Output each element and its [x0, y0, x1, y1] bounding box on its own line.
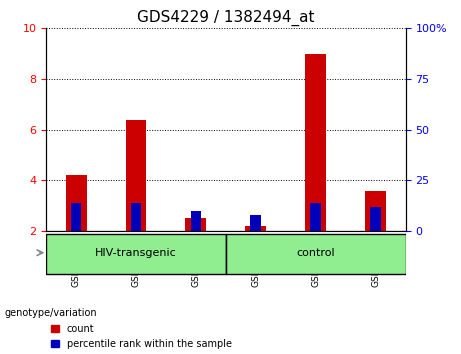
Bar: [130, 203, 142, 231]
Bar: [190, 211, 201, 231]
Text: GSM677390: GSM677390: [71, 232, 81, 287]
Bar: [310, 203, 321, 231]
Bar: [65, 175, 87, 231]
Text: HIV-transgenic: HIV-transgenic: [95, 248, 177, 258]
Bar: [365, 190, 386, 231]
Bar: [226, 234, 406, 274]
Bar: [370, 207, 381, 231]
Text: genotype/variation: genotype/variation: [5, 308, 97, 318]
Text: GSM677395: GSM677395: [371, 232, 380, 287]
Bar: [250, 215, 261, 231]
Text: GSM677394: GSM677394: [311, 232, 320, 287]
Bar: [305, 54, 326, 231]
Title: GDS4229 / 1382494_at: GDS4229 / 1382494_at: [137, 9, 315, 25]
Bar: [46, 234, 226, 274]
Bar: [125, 120, 147, 231]
Text: GSM677393: GSM677393: [251, 232, 260, 287]
Bar: [245, 226, 266, 231]
Text: GSM677392: GSM677392: [191, 232, 201, 287]
Text: control: control: [296, 248, 335, 258]
Bar: [185, 218, 207, 231]
Text: GSM677391: GSM677391: [131, 232, 141, 287]
Legend: count, percentile rank within the sample: count, percentile rank within the sample: [51, 324, 231, 349]
Bar: [71, 203, 82, 231]
